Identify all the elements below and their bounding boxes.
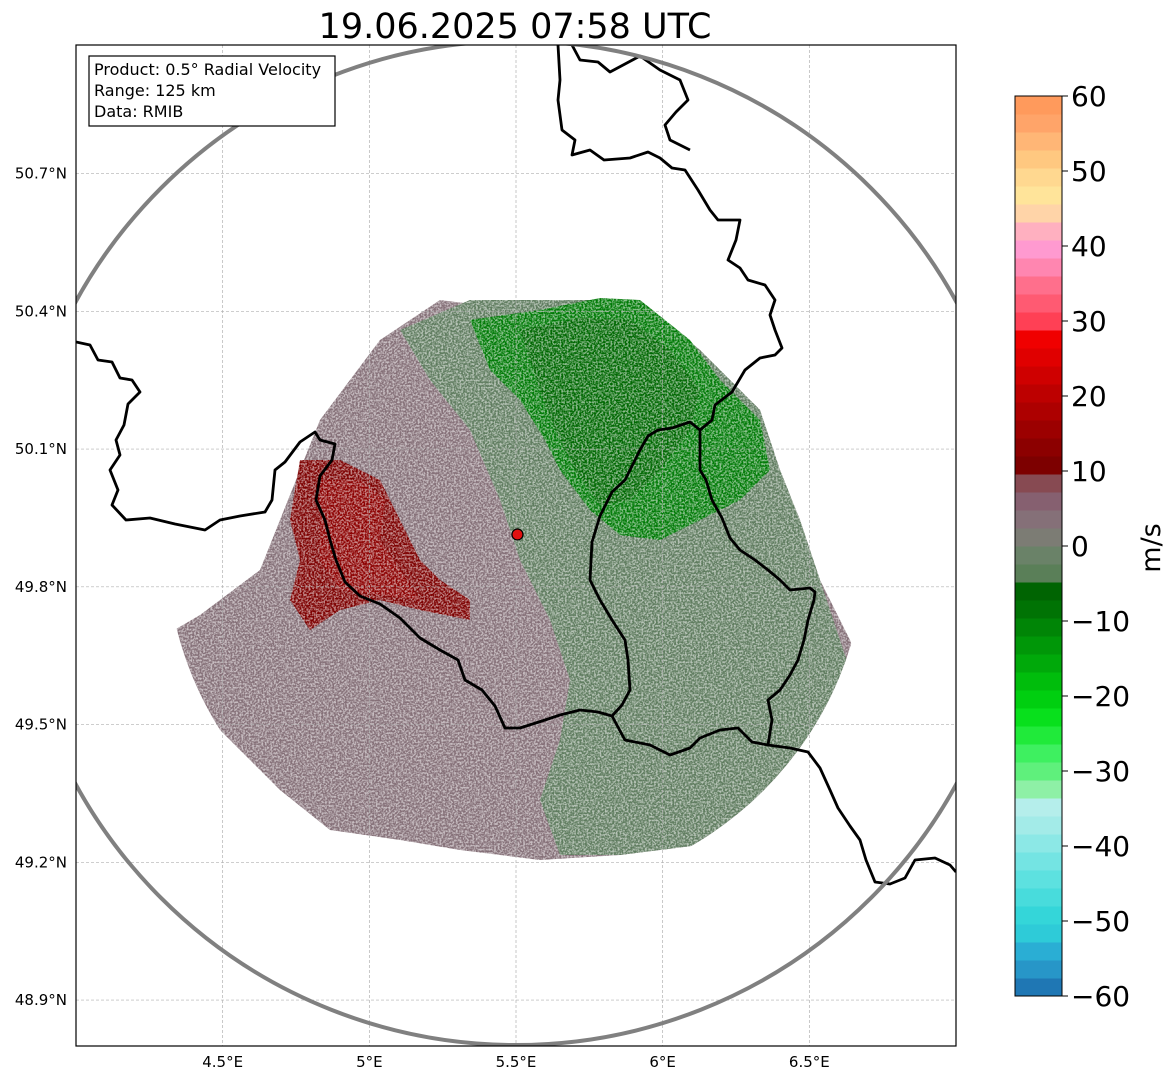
colorbar-band xyxy=(1015,960,1062,979)
colorbar-band xyxy=(1015,528,1062,547)
colorbar-band xyxy=(1015,240,1062,259)
map-panel: 4.5°E 5°E 5.5°E 6°E 6.5°E 48.9°N 49.2°N 49.5°N… xyxy=(15,44,957,1071)
colorbar-band xyxy=(1015,150,1062,169)
colorbar-tick-label: −50 xyxy=(1071,905,1130,938)
info-product: Product: 0.5° Radial Velocity xyxy=(94,60,321,79)
border-fr-de-south xyxy=(767,743,956,886)
colorbar-band xyxy=(1015,690,1062,709)
gridlines xyxy=(76,45,956,1046)
colorbar-band xyxy=(1015,942,1062,961)
y-tick-label: 49.8°N xyxy=(15,578,67,596)
y-tick-label: 50.1°N xyxy=(15,440,67,458)
map-frame xyxy=(75,44,957,1047)
colorbar-band xyxy=(1015,276,1062,295)
colorbar-band xyxy=(1015,384,1062,403)
colorbar-band xyxy=(1015,636,1062,655)
colorbar-band xyxy=(1015,546,1062,565)
colorbar-band xyxy=(1015,420,1062,439)
border-de-ne xyxy=(570,45,691,152)
country-borders xyxy=(76,45,956,886)
border-fr-be-north xyxy=(76,340,613,730)
colorbar-band xyxy=(1015,816,1062,835)
x-axis-tick-labels: 4.5°E 5°E 5.5°E 6°E 6.5°E xyxy=(202,1053,830,1071)
y-tick-label: 48.9°N xyxy=(15,991,67,1009)
colorbar-band xyxy=(1015,762,1062,781)
colorbar-tick-label: 30 xyxy=(1071,305,1107,338)
y-tick-label: 49.5°N xyxy=(15,716,67,734)
colorbar-band xyxy=(1015,186,1062,205)
colorbar-band xyxy=(1015,132,1062,151)
info-range: Range: 125 km xyxy=(94,81,216,100)
colorbar-band xyxy=(1015,438,1062,457)
colorbar-band xyxy=(1015,618,1062,637)
border-lu xyxy=(588,420,817,757)
colorbar-band xyxy=(1015,330,1062,349)
info-box: Product: 0.5° Radial Velocity Range: 125… xyxy=(88,55,336,127)
colorbar-band xyxy=(1015,600,1062,619)
colorbar-band xyxy=(1015,168,1062,187)
colorbar-band xyxy=(1015,798,1062,817)
colorbar-band xyxy=(1015,366,1062,385)
colorbar-band xyxy=(1015,204,1062,223)
colorbar-tick-label: 60 xyxy=(1071,80,1107,113)
border-de-east xyxy=(556,45,784,432)
colorbar-band xyxy=(1015,258,1062,277)
colorbar-band xyxy=(1015,978,1062,997)
colorbar-band xyxy=(1015,672,1062,691)
colorbar-band xyxy=(1015,834,1062,853)
colorbar-band xyxy=(1015,510,1062,529)
colorbar-tick-label: 10 xyxy=(1071,455,1107,488)
colorbar-band xyxy=(1015,114,1062,133)
y-axis-tick-labels: 48.9°N 49.2°N 49.5°N 49.8°N 50.1°N 50.4°N 50.7… xyxy=(15,165,67,1010)
colorbar-tick-label: 40 xyxy=(1071,230,1107,263)
colorbar-band xyxy=(1015,780,1062,799)
x-tick-label: 6°E xyxy=(649,1053,676,1071)
colorbar-tick-label: −60 xyxy=(1071,980,1130,1013)
colorbar-ticks: 60 50 40 30 20 10 0 −10 −20 −30 −40 −50 −60 xyxy=(1062,80,1130,1013)
colorbar-band xyxy=(1015,708,1062,727)
colorbar-label: m/s xyxy=(1136,523,1167,572)
chart-title: 19.06.2025 07:58 UTC xyxy=(319,7,712,47)
colorbar-band xyxy=(1015,294,1062,313)
x-tick-label: 5.5°E xyxy=(496,1053,537,1071)
colorbar-tick-label: −40 xyxy=(1071,830,1130,863)
colorbar-band xyxy=(1015,582,1062,601)
y-tick-label: 49.2°N xyxy=(15,853,67,871)
colorbar-band xyxy=(1015,456,1062,475)
colorbar-band xyxy=(1015,348,1062,367)
colorbar-band xyxy=(1015,564,1062,583)
colorbar-band xyxy=(1015,654,1062,673)
colorbar-tick-label: −10 xyxy=(1071,605,1130,638)
colorbar-bands xyxy=(1015,96,1062,997)
colorbar-tick-label: −30 xyxy=(1071,755,1130,788)
colorbar-band xyxy=(1015,852,1062,871)
colorbar-band xyxy=(1015,222,1062,241)
colorbar-band xyxy=(1015,924,1062,943)
radar-site-marker xyxy=(511,528,524,541)
colorbar-band xyxy=(1015,474,1062,493)
colorbar-band xyxy=(1015,96,1062,115)
info-box-frame xyxy=(88,55,336,127)
y-tick-label: 50.7°N xyxy=(15,165,67,183)
colorbar-band xyxy=(1015,402,1062,421)
y-tick-label: 50.4°N xyxy=(15,302,67,320)
colorbar-band xyxy=(1015,906,1062,925)
x-tick-label: 4.5°E xyxy=(202,1053,243,1071)
colorbar-band xyxy=(1015,312,1062,331)
colorbar-tick-label: −20 xyxy=(1071,680,1130,713)
colorbar-tick-label: 20 xyxy=(1071,380,1107,413)
colorbar-tick-label: 0 xyxy=(1071,530,1089,563)
colorbar-band xyxy=(1015,492,1062,511)
colorbar-band xyxy=(1015,888,1062,907)
colorbar-tick-label: 50 xyxy=(1071,155,1107,188)
x-tick-label: 5°E xyxy=(356,1053,383,1071)
x-tick-label: 6.5°E xyxy=(789,1053,830,1071)
info-data-source: Data: RMIB xyxy=(94,102,183,121)
colorbar-band xyxy=(1015,726,1062,745)
colorbar-band xyxy=(1015,744,1062,763)
colorbar-band xyxy=(1015,870,1062,889)
colorbar: 60 50 40 30 20 10 0 −10 −20 −30 −40 −50 −60 m/s xyxy=(1014,80,1167,1013)
range-ring xyxy=(76,45,956,1046)
